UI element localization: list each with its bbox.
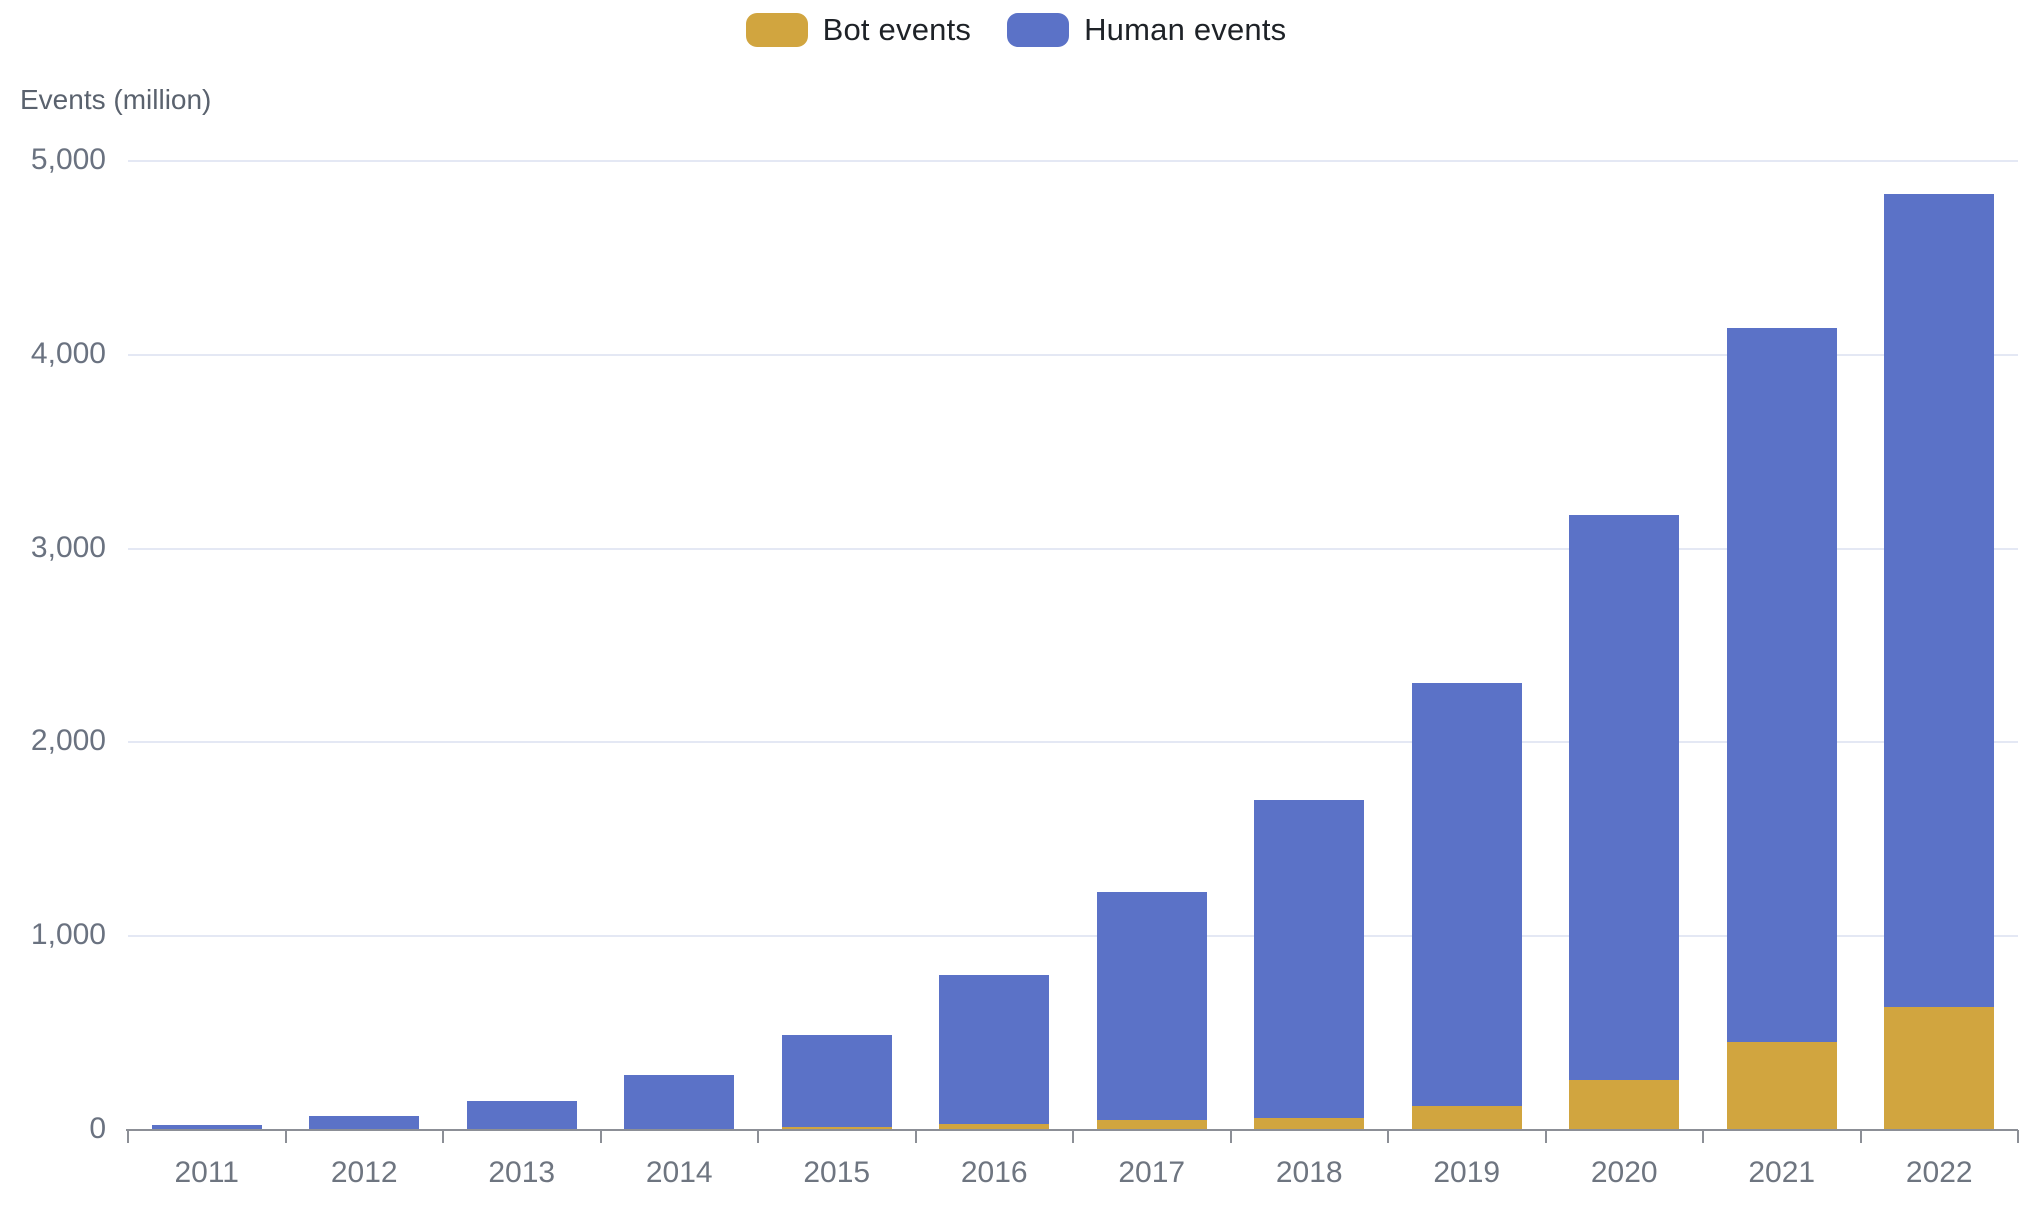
y-axis-title: Events (million)	[20, 84, 212, 115]
x-tick-label-2018: 2018	[1275, 1156, 1343, 1189]
x-tick-label-2011: 2011	[174, 1156, 239, 1189]
bar-2019-human-events	[1411, 683, 1522, 1106]
x-axis-tick-8	[1387, 1130, 1389, 1143]
x-axis-tick-4	[757, 1130, 759, 1143]
gridline-4000	[128, 353, 2018, 356]
bar-2022-bot-events	[1884, 1007, 1995, 1130]
bar-2013-human-events	[466, 1101, 577, 1130]
bar-2021-human-events	[1726, 327, 1837, 1042]
x-tick-label-2014: 2014	[645, 1156, 713, 1189]
x-axis-tick-12	[2017, 1130, 2019, 1143]
y-tick-label-0: 0	[89, 1112, 106, 1145]
x-axis-tick-9	[1544, 1130, 1547, 1143]
x-tick-label-2012: 2012	[330, 1156, 398, 1189]
bar-2017-bot-events	[1096, 1120, 1207, 1130]
bot-events-swatch-icon	[745, 13, 808, 47]
y-tick-label-3000: 3,000	[30, 530, 106, 564]
x-tick-label-2016: 2016	[960, 1156, 1028, 1189]
bar-2022-human-events	[1884, 193, 1995, 1008]
x-tick-label-2022: 2022	[1905, 1156, 1973, 1189]
y-tick-label-4000: 4,000	[30, 336, 106, 370]
legend: Bot events Human events	[0, 12, 2032, 48]
bar-2021-bot-events	[1726, 1041, 1837, 1130]
bar-2020-human-events	[1569, 514, 1680, 1080]
x-tick-label-2015: 2015	[803, 1156, 871, 1189]
x-axis-tick-5	[914, 1130, 917, 1143]
gridline-3000	[128, 547, 2018, 550]
x-tick-label-2020: 2020	[1590, 1156, 1658, 1189]
bar-2016-human-events	[939, 974, 1050, 1125]
x-axis-tick-7	[1229, 1130, 1232, 1143]
x-tick-label-2013: 2013	[488, 1156, 556, 1189]
legend-item-bot-events[interactable]: Bot events	[745, 12, 972, 48]
bar-2017-human-events	[1096, 891, 1207, 1121]
x-axis-tick-0	[127, 1130, 129, 1143]
y-tick-label-1000: 1,000	[30, 918, 106, 952]
bar-2012-human-events	[309, 1115, 420, 1130]
y-tick-label-5000: 5,000	[30, 143, 106, 176]
bar-2018-human-events	[1254, 800, 1365, 1118]
legend-item-human-events[interactable]: Human events	[1007, 12, 1286, 48]
bar-2018-bot-events	[1254, 1117, 1365, 1130]
x-tick-label-2021: 2021	[1748, 1156, 1816, 1189]
bar-2015-bot-events	[781, 1127, 892, 1130]
x-axis-tick-1	[284, 1130, 287, 1143]
bar-2019-bot-events	[1411, 1105, 1522, 1130]
human-events-swatch-icon	[1007, 13, 1070, 47]
x-tick-label-2019: 2019	[1433, 1156, 1501, 1189]
legend-label-bot-events: Bot events	[822, 12, 972, 47]
x-axis-tick-3	[599, 1130, 602, 1143]
bar-2015-human-events	[781, 1035, 892, 1128]
gridline-1000	[128, 935, 2018, 938]
bar-2020-bot-events	[1569, 1079, 1680, 1130]
x-axis-tick-6	[1072, 1130, 1074, 1143]
x-tick-label-2017: 2017	[1118, 1156, 1186, 1189]
gridline-5000	[128, 160, 2018, 162]
bar-2014-human-events	[624, 1075, 735, 1129]
y-tick-label-2000: 2,000	[30, 724, 106, 758]
bar-2011-human-events	[151, 1124, 262, 1130]
legend-label-human-events: Human events	[1084, 12, 1287, 47]
x-axis-tick-10	[1702, 1130, 1704, 1143]
gridline-2000	[128, 741, 2018, 744]
bar-2016-bot-events	[939, 1124, 1050, 1130]
x-axis-tick-11	[1859, 1130, 1862, 1143]
x-axis-tick-2	[442, 1130, 444, 1143]
